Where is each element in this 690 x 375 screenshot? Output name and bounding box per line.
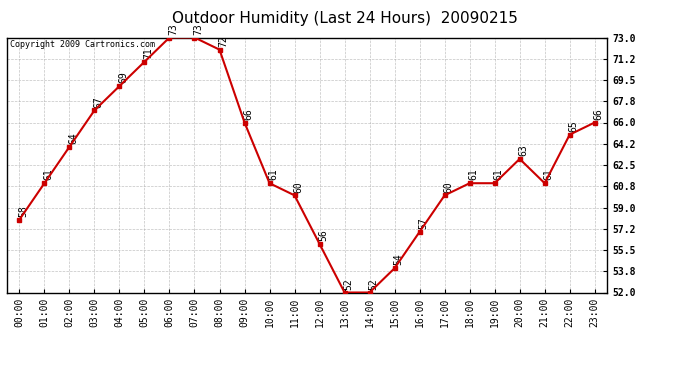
Text: 71: 71	[144, 47, 154, 59]
Text: 61: 61	[268, 169, 279, 180]
Text: 72: 72	[219, 35, 228, 47]
Text: 52: 52	[368, 278, 379, 290]
Text: 65: 65	[569, 120, 579, 132]
Text: 63: 63	[519, 144, 529, 156]
Text: 61: 61	[43, 169, 54, 180]
Text: 58: 58	[19, 205, 28, 217]
Text: 61: 61	[494, 169, 504, 180]
Text: 73: 73	[168, 23, 179, 35]
Text: 52: 52	[344, 278, 354, 290]
Text: Copyright 2009 Cartronics.com: Copyright 2009 Cartronics.com	[10, 40, 155, 49]
Text: 61: 61	[544, 169, 554, 180]
Text: 60: 60	[444, 181, 454, 193]
Text: 64: 64	[68, 132, 79, 144]
Text: 60: 60	[294, 181, 304, 193]
Text: 61: 61	[469, 169, 479, 180]
Text: 67: 67	[94, 96, 104, 108]
Text: 54: 54	[394, 254, 404, 266]
Text: Outdoor Humidity (Last 24 Hours)  20090215: Outdoor Humidity (Last 24 Hours) 2009021…	[172, 11, 518, 26]
Text: 73: 73	[194, 23, 204, 35]
Text: 57: 57	[419, 217, 428, 229]
Text: 66: 66	[244, 108, 254, 120]
Text: 69: 69	[119, 72, 128, 83]
Text: 56: 56	[319, 230, 328, 241]
Text: 66: 66	[594, 108, 604, 120]
